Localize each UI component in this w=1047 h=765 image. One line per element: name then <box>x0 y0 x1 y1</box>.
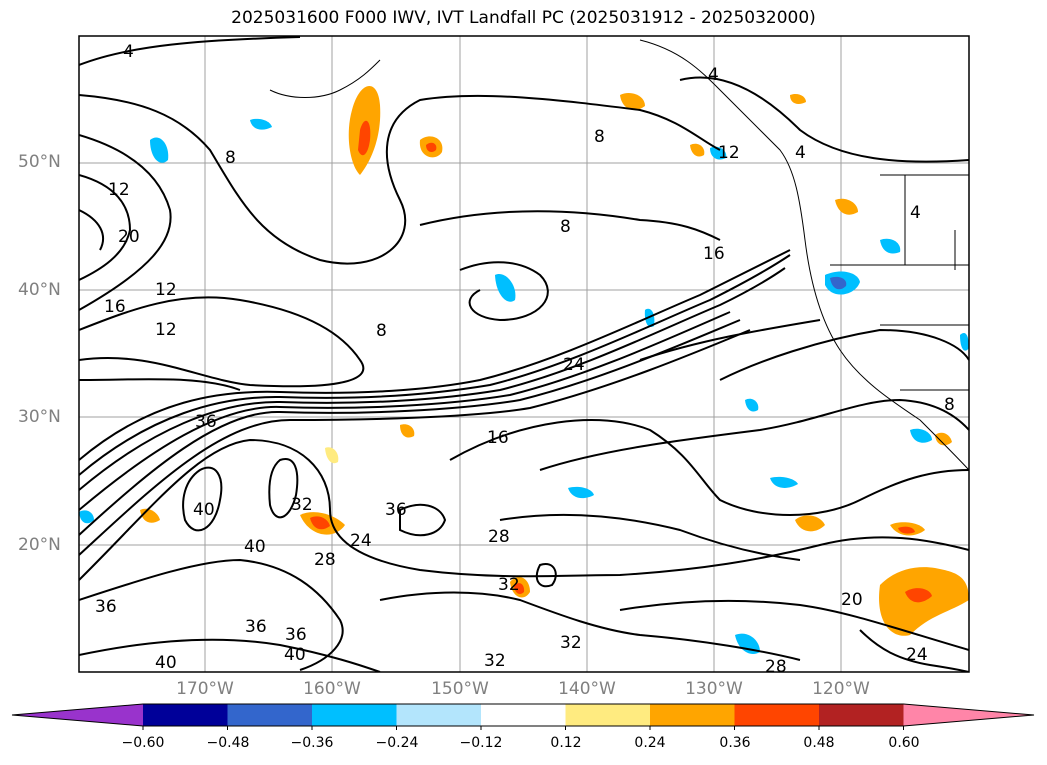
contour-label: 40 <box>284 645 306 665</box>
colorbar-extend-left <box>12 704 143 726</box>
contour-label: 20 <box>841 590 863 610</box>
contour-label: 24 <box>563 355 585 375</box>
contour-label: 28 <box>488 527 510 547</box>
colorbar-segment <box>481 704 566 726</box>
colorbar-segment <box>143 704 228 726</box>
colorbar-segment <box>565 704 651 726</box>
contour-label: 32 <box>291 495 313 515</box>
contour-label: 12 <box>155 320 177 340</box>
contour-label: 28 <box>765 657 787 677</box>
iwv-contours <box>79 36 969 672</box>
contour-label: 32 <box>498 575 520 595</box>
colorbar <box>11 703 1035 730</box>
colorbar-segment <box>819 704 904 726</box>
colorbar-segment <box>227 704 313 726</box>
lon-label-130w: 130°W <box>685 679 743 699</box>
contour-label: 24 <box>350 531 372 551</box>
contour-label: 36 <box>95 597 117 617</box>
contour-label: 12 <box>718 143 740 163</box>
colorbar-tick-label: −0.60 <box>121 735 165 751</box>
lon-label-120w: 120°W <box>812 679 870 699</box>
lon-label-150w: 150°W <box>431 679 489 699</box>
lon-label-170w: 170°W <box>176 679 234 699</box>
contour-label: 36 <box>245 617 267 637</box>
colorbar-segment <box>396 704 482 726</box>
contour-label: 8 <box>944 395 955 415</box>
colorbar-extend-right <box>903 704 1034 726</box>
colorbar-tick-label: 0.36 <box>719 735 751 751</box>
colorbar-tick-label: −0.48 <box>206 735 250 751</box>
contour-label: 12 <box>108 180 130 200</box>
lat-label-20n: 20°N <box>18 535 61 555</box>
colorbar-tick-label: 0.24 <box>634 735 666 751</box>
map-frame <box>78 35 970 673</box>
contour-label: 32 <box>484 651 506 671</box>
colorbar-tick-label: 0.12 <box>550 735 582 751</box>
lat-label-30n: 30°N <box>18 407 61 427</box>
map-title: 2025031600 F000 IWV, IVT Landfall PC (20… <box>231 8 816 28</box>
colorbar-tick-label: −0.12 <box>459 735 503 751</box>
contour-label: 8 <box>225 148 236 168</box>
contour-label: 4 <box>795 143 806 163</box>
contour-label: 36 <box>385 500 407 520</box>
contour-label: 16 <box>487 428 509 448</box>
contour-label: 4 <box>123 42 134 62</box>
coastlines <box>269 39 969 471</box>
contour-label: 40 <box>155 653 177 673</box>
contour-label: 16 <box>703 244 725 264</box>
contour-label: 4 <box>910 203 921 223</box>
lat-label-50n: 50°N <box>18 152 61 172</box>
colorbar-tick-label: −0.36 <box>290 735 334 751</box>
colorbar-segment <box>734 704 820 726</box>
contour-label: 4 <box>708 65 719 85</box>
contour-label: 8 <box>560 217 571 237</box>
colorbar-tick-label: −0.24 <box>375 735 419 751</box>
contour-label: 28 <box>314 550 336 570</box>
colorbar-tick-label: 0.60 <box>888 735 920 751</box>
contour-label: 24 <box>906 645 928 665</box>
contour-label: 36 <box>285 625 307 645</box>
colorbar-segment <box>312 704 397 726</box>
lon-label-160w: 160°W <box>303 679 361 699</box>
lon-label-140w: 140°W <box>558 679 616 699</box>
lat-label-40n: 40°N <box>18 280 61 300</box>
contour-label: 12 <box>155 280 177 300</box>
contour-label: 40 <box>244 537 266 557</box>
colorbar-segment <box>650 704 735 726</box>
contour-labels: 4 4 4 8 8 8 8 12 12 12 12 16 16 16 20 20… <box>95 42 955 677</box>
contour-label: 8 <box>594 127 605 147</box>
contour-label: 16 <box>104 297 126 317</box>
contour-label: 32 <box>560 633 582 653</box>
contour-label: 8 <box>376 321 387 341</box>
contour-label: 36 <box>195 412 217 432</box>
contour-label: 20 <box>118 227 140 247</box>
pc-shading <box>79 86 969 655</box>
contour-label: 40 <box>193 500 215 520</box>
colorbar-tick-label: 0.48 <box>803 735 835 751</box>
